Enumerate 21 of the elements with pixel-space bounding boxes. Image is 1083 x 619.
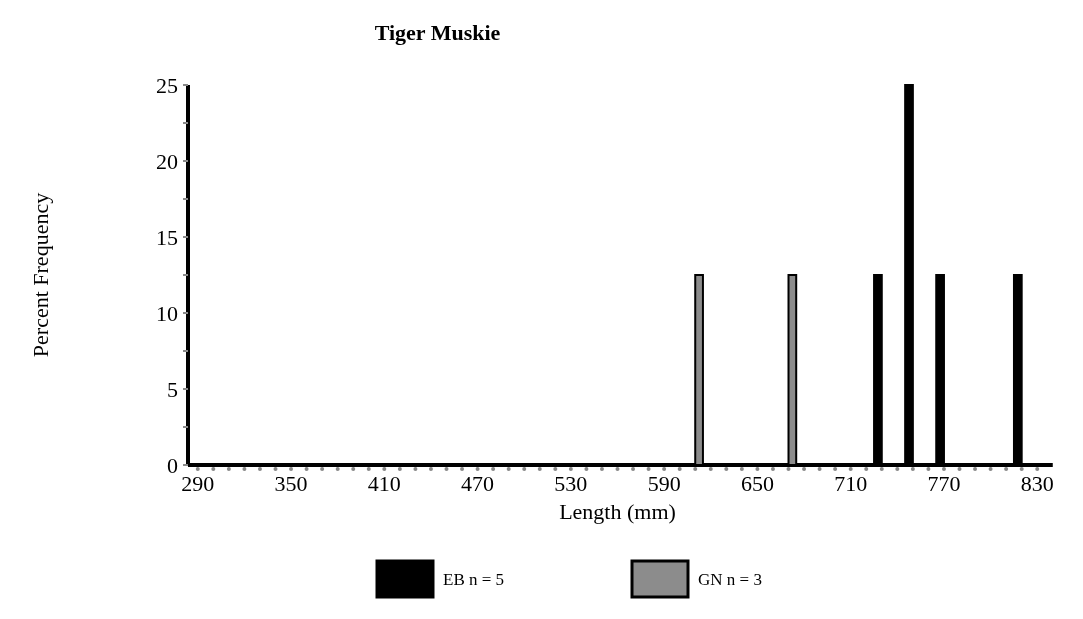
x-tick-label: 350 [274, 471, 308, 496]
x-axis-title: Length (mm) [559, 499, 676, 524]
x-tick-label: 710 [834, 471, 868, 496]
x-tick-label: 530 [554, 471, 588, 496]
x-tick-label: 830 [1020, 471, 1054, 496]
y-tick-label: 25 [156, 72, 178, 98]
y-tick-label: 15 [156, 224, 178, 250]
x-tick-label: 470 [461, 471, 495, 496]
x-tick-label: 650 [740, 471, 774, 496]
x-tick-label: 770 [927, 471, 961, 496]
y-tick-label: 20 [156, 148, 178, 174]
x-tick-label: 290 [181, 471, 215, 496]
y-tick-label: 0 [167, 452, 178, 478]
legend-label: GN n = 3 [698, 569, 762, 589]
x-tick-label: 410 [367, 471, 401, 496]
chart-title: Tiger Muskie [374, 20, 501, 45]
y-tick-label: 5 [167, 376, 178, 402]
y-axis-title: Percent Frequency [28, 192, 53, 358]
legend-label: EB n = 5 [443, 569, 505, 589]
y-tick-label: 10 [156, 300, 178, 326]
x-tick-label: 590 [647, 471, 681, 496]
